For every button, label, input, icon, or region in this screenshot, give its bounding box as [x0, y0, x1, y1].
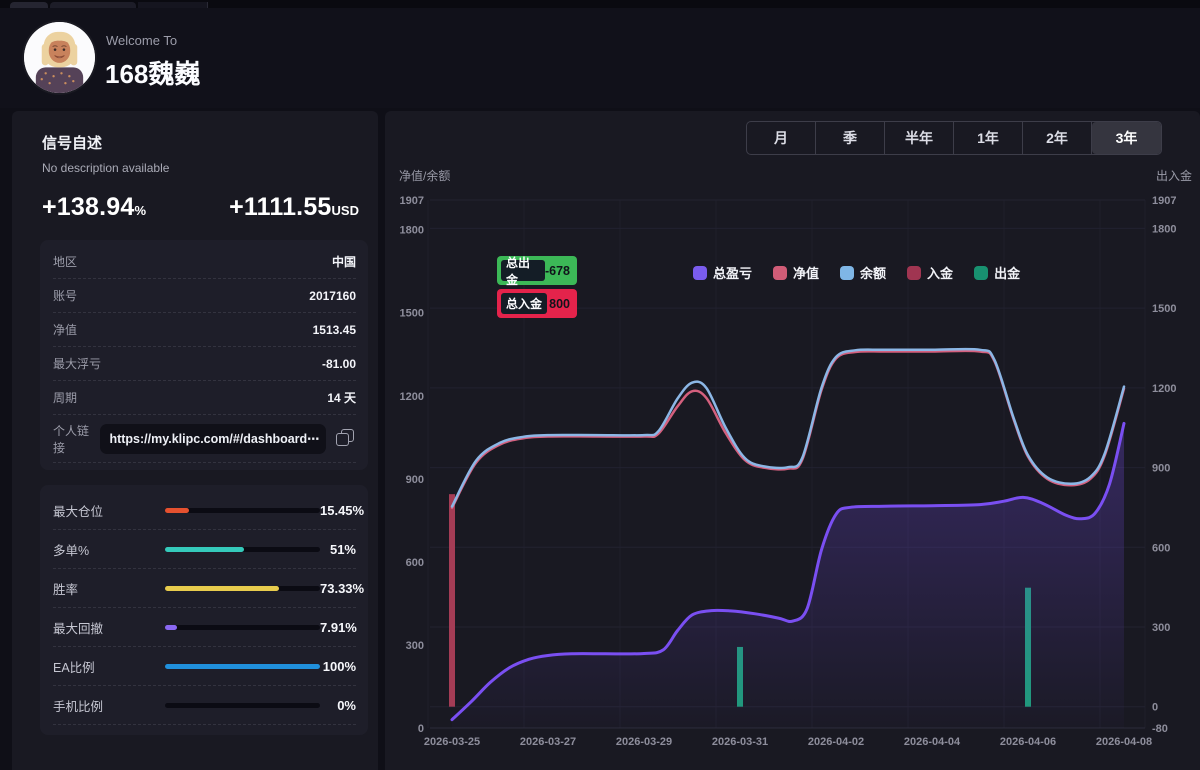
chart-panel: 月 季 半年 1年 2年 3年 净值/余额 出入金 19071800150012…: [385, 111, 1200, 770]
gain-percent: +138.94%: [42, 193, 146, 222]
info-row-account: 账号 2017160: [53, 279, 356, 313]
progress-track: [165, 625, 320, 630]
signal-description: No description available: [42, 161, 169, 175]
svg-text:2026-04-04: 2026-04-04: [904, 736, 961, 748]
progress-fill: [165, 508, 189, 513]
svg-text:0: 0: [418, 723, 424, 735]
svg-text:900: 900: [1152, 463, 1170, 475]
legend-swatch: [840, 266, 854, 280]
legend-swatch: [693, 266, 707, 280]
gain-usd: +1111.55USD: [229, 193, 359, 222]
metric-max-position: 最大仓位 15.45%: [53, 491, 356, 530]
chart-legend: 总盈亏 净值 余额 入金 出金: [693, 263, 1020, 282]
legend-item-equity[interactable]: 净值: [773, 263, 819, 282]
total-withdrawal-badge: 总出金 -678: [497, 256, 577, 285]
chart-canvas[interactable]: 1907 1800 1500 1200 900 600 300 0 1907 1800 1500 12…: [385, 111, 1200, 770]
account-info-card: 地区 中国 账号 2017160 净值 1513.45 最大浮亏 -81.00 …: [40, 240, 368, 470]
avatar: [24, 22, 95, 93]
progress-fill: [165, 586, 279, 591]
svg-text:900: 900: [406, 474, 424, 486]
svg-text:1800: 1800: [1152, 223, 1176, 235]
browser-tab-strip: [0, 0, 1200, 8]
progress-track: [165, 703, 320, 708]
svg-text:1500: 1500: [1152, 303, 1176, 315]
svg-text:2026-03-27: 2026-03-27: [520, 736, 576, 748]
svg-text:2026-03-29: 2026-03-29: [616, 736, 672, 748]
svg-text:2026-04-08: 2026-04-08: [1096, 736, 1152, 748]
progress-track: [165, 664, 320, 669]
metric-ea-ratio: EA比例 100%: [53, 647, 356, 686]
header: Welcome To 168魏巍: [0, 8, 1200, 108]
progress-track: [165, 586, 320, 591]
metric-long-percent: 多单% 51%: [53, 530, 356, 569]
bar-series-入金: [449, 494, 455, 707]
progress-track: [165, 547, 320, 552]
total-deposit-badge: 总入金 800: [497, 289, 577, 318]
legend-swatch: [907, 266, 921, 280]
legend-item-withdrawal[interactable]: 出金: [974, 263, 1020, 282]
gain-summary: +138.94% +1111.55USD: [42, 193, 359, 222]
info-row-region: 地区 中国: [53, 245, 356, 279]
signal-profile-panel: 信号自述 No description available +138.94% +…: [12, 111, 378, 770]
svg-text:0: 0: [1152, 702, 1158, 714]
legend-swatch: [974, 266, 988, 280]
copy-icon[interactable]: [336, 429, 356, 449]
metrics-card: 最大仓位 15.45% 多单% 51% 胜率 73.33% 最大回撤 7.91%…: [40, 485, 368, 735]
info-row-equity: 净值 1513.45: [53, 313, 356, 347]
line-余额: [452, 349, 1124, 506]
personal-link-input[interactable]: https://my.klipc.com/#/dashboard⋯: [100, 424, 326, 454]
svg-text:1800: 1800: [400, 225, 424, 237]
line-净值: [452, 351, 1124, 508]
panel-title: 信号自述: [42, 132, 102, 153]
legend-item-total-pnl[interactable]: 总盈亏: [693, 263, 752, 282]
progress-fill: [165, 664, 320, 669]
metric-win-rate: 胜率 73.33%: [53, 569, 356, 608]
svg-text:1907: 1907: [400, 195, 424, 207]
svg-text:600: 600: [1152, 542, 1170, 554]
svg-text:1200: 1200: [1152, 383, 1176, 395]
metric-mobile-ratio: 手机比例 0%: [53, 686, 356, 725]
legend-item-balance[interactable]: 余额: [840, 263, 886, 282]
svg-text:2026-03-31: 2026-03-31: [712, 736, 768, 748]
progress-track: [165, 508, 320, 513]
legend-swatch: [773, 266, 787, 280]
svg-text:600: 600: [406, 557, 424, 569]
progress-fill: [165, 547, 244, 552]
legend-item-deposit[interactable]: 入金: [907, 263, 953, 282]
svg-text:1200: 1200: [400, 391, 424, 403]
svg-text:-80: -80: [1152, 723, 1168, 735]
info-row-personal-link: 个人链接 https://my.klipc.com/#/dashboard⋯: [53, 415, 356, 463]
svg-text:2026-04-06: 2026-04-06: [1000, 736, 1056, 748]
info-row-period: 周期 14 天: [53, 381, 356, 415]
welcome-text: Welcome To: [106, 33, 177, 48]
svg-text:2026-03-25: 2026-03-25: [424, 736, 480, 748]
svg-text:1907: 1907: [1152, 195, 1176, 207]
svg-text:300: 300: [1152, 622, 1170, 634]
svg-text:2026-04-02: 2026-04-02: [808, 736, 864, 748]
metric-max-drawdown: 最大回撤 7.91%: [53, 608, 356, 647]
svg-text:1500: 1500: [400, 308, 424, 320]
info-row-max-floating-loss: 最大浮亏 -81.00: [53, 347, 356, 381]
svg-text:300: 300: [406, 640, 424, 652]
username: 168魏巍: [105, 54, 200, 91]
progress-fill: [165, 625, 177, 630]
